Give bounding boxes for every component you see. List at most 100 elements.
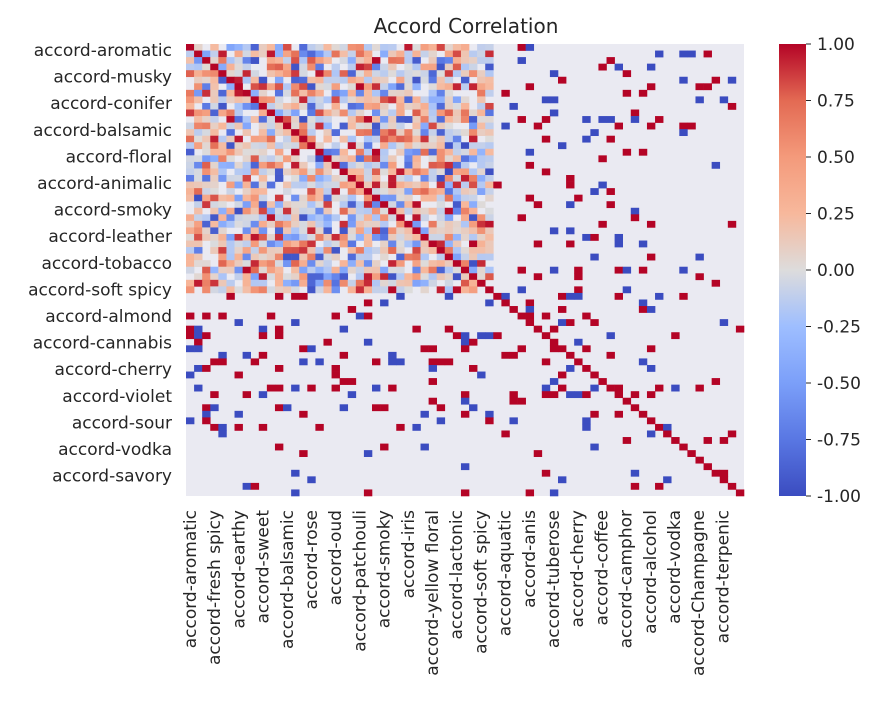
heatmap-cell <box>646 345 656 353</box>
heatmap-cell <box>210 266 219 274</box>
heatmap-cell <box>202 260 211 268</box>
heatmap-cell <box>412 76 421 84</box>
heatmap-cell <box>315 102 324 110</box>
heatmap-cell <box>202 57 211 64</box>
heatmap-cell <box>274 89 284 97</box>
heatmap-cell <box>283 135 292 143</box>
heatmap-cell <box>274 175 284 182</box>
heatmap-cell <box>218 279 227 287</box>
heatmap-cell <box>469 266 478 274</box>
heatmap-cell <box>266 102 276 110</box>
heatmap-cell <box>404 50 413 58</box>
heatmap-cell <box>323 70 332 78</box>
heatmap-cell <box>363 44 373 51</box>
heatmap-cell <box>372 201 381 209</box>
heatmap-cell <box>477 148 486 156</box>
heatmap-cell <box>444 50 454 58</box>
heatmap-cell <box>186 57 195 64</box>
heatmap-cell <box>420 214 429 222</box>
heatmap-cell <box>323 338 332 346</box>
heatmap-cell <box>202 168 211 176</box>
heatmap-cell <box>339 233 349 241</box>
heatmap-cell <box>679 76 688 84</box>
heatmap-cell <box>388 279 397 287</box>
heatmap-cell <box>307 181 316 189</box>
heatmap-cell <box>549 489 559 497</box>
heatmap-cell <box>380 168 389 176</box>
heatmap-cell <box>202 332 211 340</box>
heatmap-cell <box>274 122 284 130</box>
heatmap-cell <box>250 233 260 241</box>
heatmap-cell <box>396 83 405 91</box>
heatmap-cell <box>274 279 284 287</box>
heatmap-cell <box>234 122 243 130</box>
heatmap-cell <box>210 44 219 51</box>
heatmap-cell <box>444 142 454 150</box>
heatmap-cell <box>274 63 284 71</box>
heatmap-cell <box>194 175 203 182</box>
heatmap-cell <box>679 292 688 300</box>
heatmap-cell <box>234 50 243 58</box>
heatmap-cell <box>606 188 615 195</box>
heatmap-cell <box>420 188 429 195</box>
heatmap-cell <box>186 142 195 150</box>
heatmap-cell <box>469 181 478 189</box>
heatmap-cell <box>210 207 219 215</box>
heatmap-cell <box>307 207 316 215</box>
heatmap-cell <box>477 214 486 222</box>
heatmap-cell <box>582 417 591 425</box>
heatmap-cell <box>436 70 446 78</box>
heatmap-cell <box>477 175 486 182</box>
heatmap-cell <box>258 181 268 189</box>
heatmap-cell <box>242 286 251 294</box>
heatmap-cell <box>452 227 462 235</box>
heatmap-cell <box>299 57 308 64</box>
heatmap-cell <box>339 155 349 163</box>
heatmap-cell <box>202 214 211 222</box>
heatmap-cell <box>331 364 340 372</box>
heatmap-cell <box>436 96 446 104</box>
heatmap-cell <box>485 109 494 117</box>
heatmap-cell <box>234 70 243 78</box>
heatmap-cell <box>460 50 470 58</box>
heatmap-cell <box>186 247 195 254</box>
heatmap-cell <box>266 286 276 294</box>
heatmap-cell <box>194 96 203 104</box>
heatmap-cell <box>655 50 664 58</box>
heatmap-cell <box>274 83 284 91</box>
heatmap-cell <box>347 135 357 143</box>
heatmap-cell <box>436 188 446 195</box>
heatmap-cell <box>210 155 219 163</box>
heatmap-cell <box>396 423 405 431</box>
heatmap-cell <box>234 175 243 182</box>
heatmap-cell <box>444 63 454 71</box>
heatmap-cell <box>679 122 688 130</box>
heatmap-cell <box>452 142 462 150</box>
heatmap-cell <box>299 102 308 110</box>
heatmap-cell <box>283 188 292 195</box>
heatmap-cell <box>452 129 462 137</box>
heatmap-cell <box>517 57 526 64</box>
heatmap-cell <box>460 194 470 202</box>
heatmap-cell <box>323 76 332 84</box>
heatmap-cell <box>218 233 227 241</box>
heatmap-cell <box>412 135 421 143</box>
heatmap-cell <box>477 57 486 64</box>
heatmap-cell <box>444 175 454 182</box>
heatmap-cell <box>436 260 446 268</box>
heatmap-cell <box>444 89 454 97</box>
heatmap-cell <box>307 168 316 176</box>
heatmap-cell <box>331 161 340 169</box>
heatmap-cell <box>687 50 696 58</box>
heatmap-cell <box>574 391 583 399</box>
heatmap-cell <box>477 44 486 51</box>
heatmap-cell <box>242 273 251 281</box>
heatmap-cell <box>460 279 470 287</box>
heatmap-cell <box>655 116 664 123</box>
heatmap-cell <box>299 135 308 143</box>
heatmap-cell <box>186 194 195 202</box>
heatmap-cell <box>242 207 251 215</box>
heatmap-cell <box>355 70 365 78</box>
heatmap-cell <box>250 214 260 222</box>
heatmap-cell <box>291 76 300 84</box>
